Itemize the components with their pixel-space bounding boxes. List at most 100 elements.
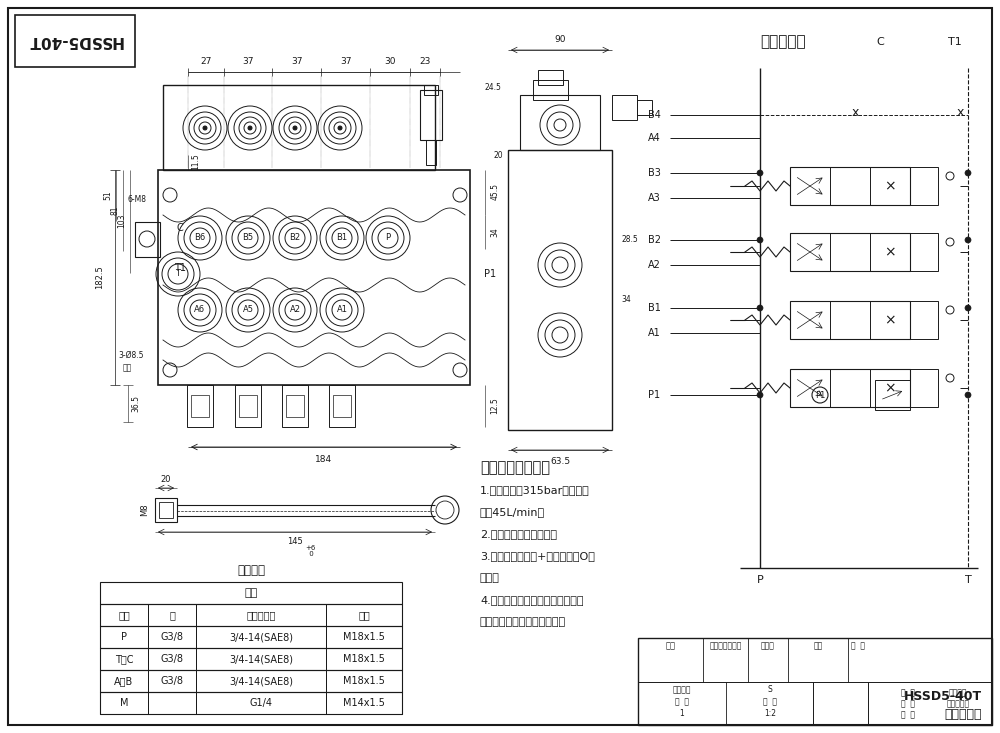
Text: 12.5: 12.5	[490, 397, 500, 414]
Bar	[100, 648, 402, 670]
Text: P1: P1	[484, 269, 496, 279]
Text: 3/4-14(SAE8): 3/4-14(SAE8)	[229, 632, 293, 642]
Text: B2: B2	[289, 234, 301, 243]
Text: M: M	[120, 698, 128, 708]
Text: A5: A5	[242, 306, 254, 314]
Text: M8: M8	[140, 504, 150, 516]
Bar	[155, 498, 177, 522]
Text: 30: 30	[384, 57, 396, 67]
Text: 0: 0	[307, 551, 313, 557]
Text: 标记: 标记	[666, 641, 676, 650]
Bar	[612, 95, 637, 120]
Text: T1: T1	[174, 263, 186, 273]
Text: S: S	[768, 685, 772, 694]
Text: 纹: 纹	[169, 610, 175, 620]
Text: 堵阔锦，支架后盖为铝本色。: 堵阔锦，支架后盖为铝本色。	[480, 617, 566, 627]
Text: 27: 27	[200, 57, 211, 67]
Text: P: P	[757, 575, 763, 585]
Circle shape	[757, 170, 763, 176]
Text: 24.5: 24.5	[485, 83, 501, 92]
Bar	[163, 85, 435, 170]
Text: M14x1.5: M14x1.5	[343, 698, 385, 708]
Bar	[196, 648, 326, 670]
Text: A2: A2	[290, 306, 300, 314]
Text: 1.额定压力：315bar；额定流: 1.额定压力：315bar；额定流	[480, 485, 590, 495]
Text: 技术要求及参数：: 技术要求及参数：	[480, 460, 550, 476]
Text: T: T	[965, 575, 971, 585]
Text: T: T	[176, 270, 180, 279]
Bar	[100, 626, 148, 648]
Bar	[196, 692, 326, 714]
Bar	[100, 604, 148, 626]
Text: +6: +6	[305, 545, 315, 551]
Text: B1: B1	[336, 234, 348, 243]
Bar	[520, 95, 600, 150]
Bar	[333, 395, 351, 417]
Text: 3/4-14(SAE8): 3/4-14(SAE8)	[229, 654, 293, 664]
Text: 37: 37	[340, 57, 351, 67]
Text: T1: T1	[948, 37, 962, 47]
Bar	[148, 692, 196, 714]
Text: 81: 81	[110, 205, 120, 215]
Text: 四联多路阀: 四联多路阀	[944, 707, 982, 721]
Text: 数  量: 数 量	[675, 698, 689, 707]
Text: 液压原理图: 液压原理图	[760, 34, 806, 50]
Bar	[196, 626, 326, 648]
Text: A2: A2	[648, 260, 661, 270]
Text: A1: A1	[336, 306, 348, 314]
Bar	[910, 167, 938, 205]
Text: 接口: 接口	[118, 610, 130, 620]
Text: B1: B1	[648, 303, 661, 313]
Text: 图样标记: 图样标记	[673, 685, 691, 694]
Text: ×: ×	[884, 381, 896, 395]
Text: 公制: 公制	[358, 610, 370, 620]
Circle shape	[965, 170, 971, 176]
Bar	[286, 395, 304, 417]
Bar	[148, 648, 196, 670]
Text: 3.控制方式：手动+弹簧复位；O型: 3.控制方式：手动+弹簧复位；O型	[480, 551, 595, 561]
Text: ×: ×	[884, 179, 896, 193]
Bar	[637, 100, 652, 115]
Text: G3/8: G3/8	[160, 676, 184, 686]
Text: 1: 1	[680, 710, 684, 718]
Text: B2: B2	[648, 235, 661, 245]
Bar	[424, 85, 438, 95]
Bar	[100, 670, 402, 692]
Bar	[420, 90, 442, 140]
Bar	[191, 395, 209, 417]
Text: M18x1.5: M18x1.5	[343, 632, 385, 642]
Text: 145: 145	[287, 537, 303, 547]
Circle shape	[293, 126, 297, 130]
Text: 阀板；: 阀板；	[480, 573, 500, 583]
Text: 4.阀体表面磷化处理；安全阀及螺: 4.阀体表面磷化处理；安全阀及螺	[480, 595, 584, 605]
Text: 英制管螺: 英制管螺	[237, 564, 265, 576]
Text: 阀体: 阀体	[244, 588, 258, 598]
Text: 通孔: 通孔	[123, 364, 132, 372]
Circle shape	[757, 392, 763, 398]
Bar	[790, 369, 910, 407]
Bar	[100, 670, 148, 692]
Bar	[100, 648, 148, 670]
Bar	[148, 626, 196, 648]
Text: 184: 184	[315, 454, 333, 463]
Text: 校  对: 校 对	[901, 710, 915, 720]
Text: 量：45L/min；: 量：45L/min；	[480, 507, 545, 517]
Bar	[326, 692, 402, 714]
Text: 20: 20	[493, 150, 503, 160]
Text: 更改人: 更改人	[761, 641, 775, 650]
Bar	[790, 233, 910, 271]
Circle shape	[203, 126, 207, 130]
Bar	[533, 80, 568, 100]
Bar	[187, 385, 213, 427]
Bar	[910, 301, 938, 339]
Text: A4: A4	[648, 133, 661, 143]
Text: 11.5: 11.5	[192, 154, 200, 170]
Text: A6: A6	[194, 306, 206, 314]
Text: M18x1.5: M18x1.5	[343, 654, 385, 664]
Text: B6: B6	[194, 234, 206, 243]
Bar	[329, 385, 355, 427]
Text: 37: 37	[242, 57, 254, 67]
Text: P: P	[121, 632, 127, 642]
Circle shape	[965, 392, 971, 398]
Text: 制  图: 制 图	[901, 688, 915, 698]
